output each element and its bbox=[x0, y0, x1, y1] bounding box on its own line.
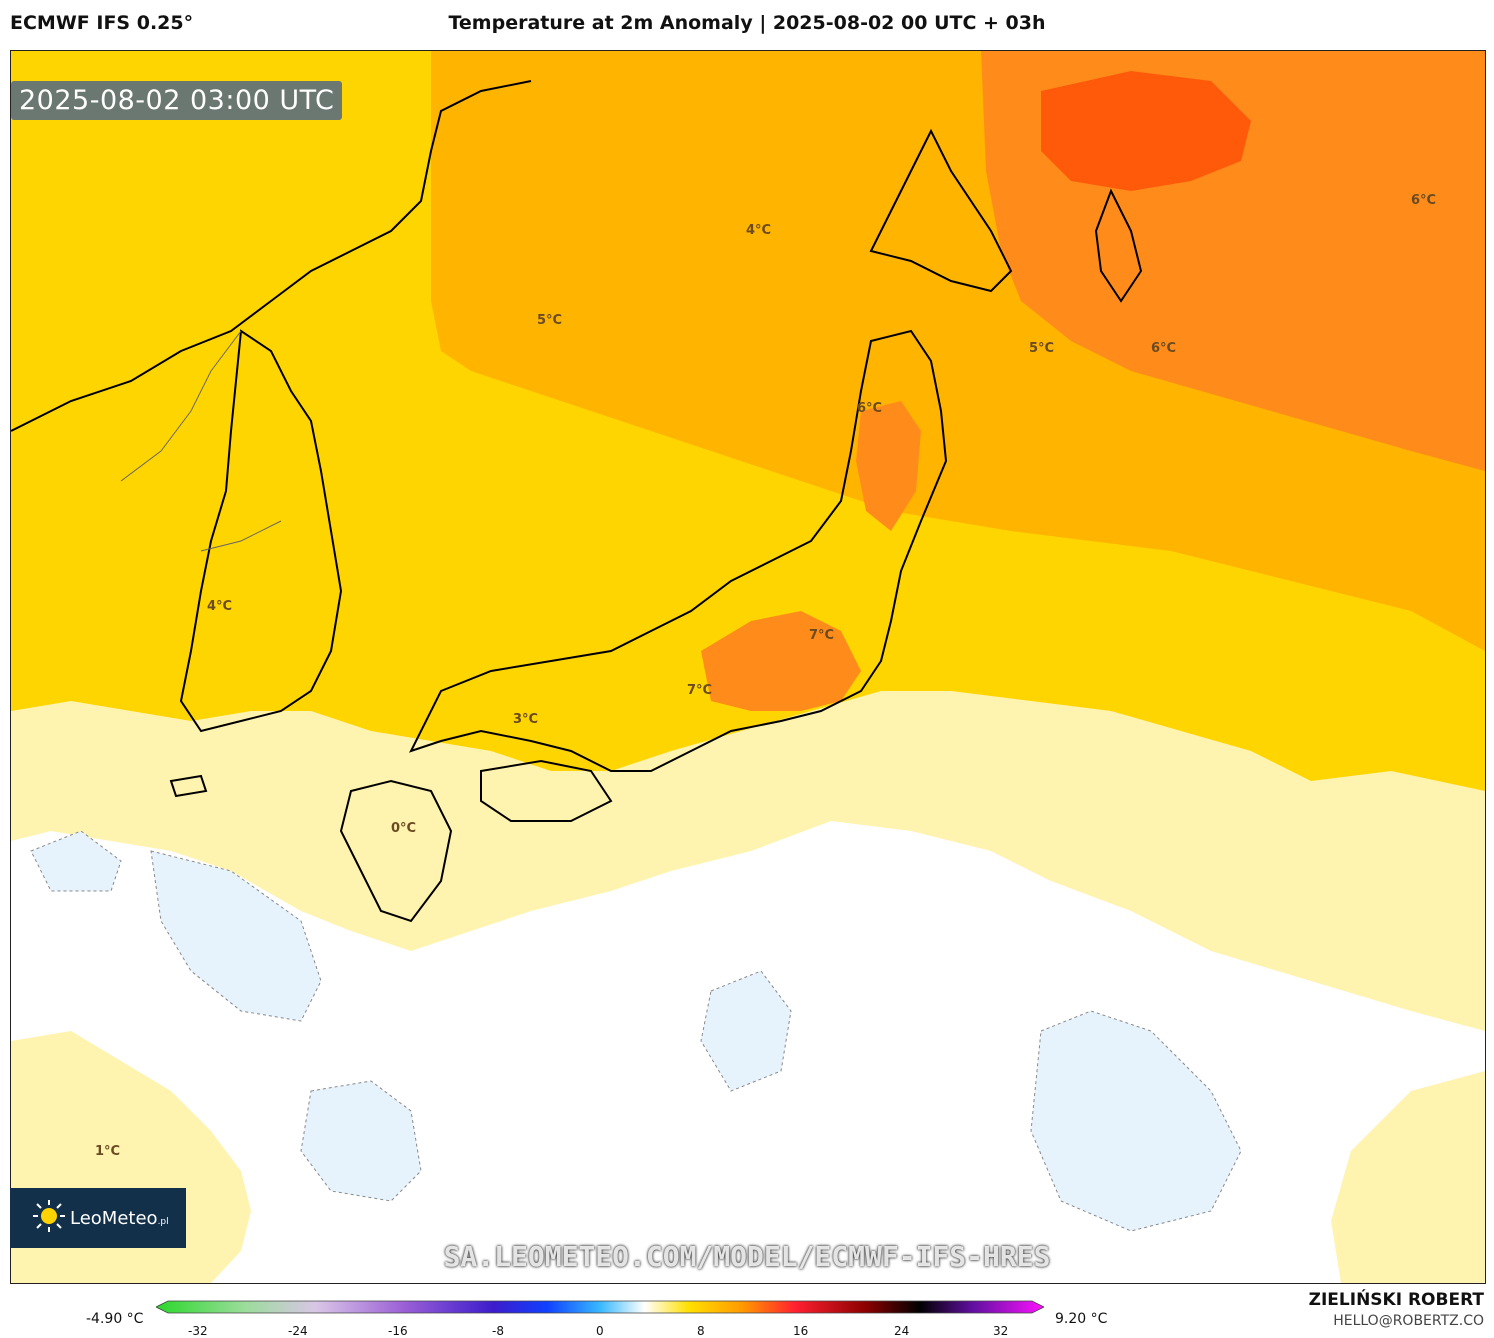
anomaly-label: 4°C bbox=[207, 599, 233, 614]
model-name: ECMWF IFS 0.25° bbox=[10, 12, 194, 34]
borders bbox=[120, 330, 282, 552]
author-email[interactable]: HELLO@ROBERTZ.CO bbox=[1333, 1313, 1484, 1329]
anomaly-field bbox=[11, 51, 1485, 1283]
anomaly-label: 4°C bbox=[746, 223, 772, 238]
anomaly-label: 6°C bbox=[857, 401, 883, 416]
coast-shikoku bbox=[480, 759, 613, 822]
zone-cool-3 bbox=[300, 1080, 422, 1202]
anomaly-label: 7°C bbox=[687, 683, 713, 698]
colorbar-tick: 32 bbox=[993, 1324, 1009, 1338]
anomaly-label: 6°C bbox=[1411, 193, 1437, 208]
source-watermark: SA.LEOMETEO.COM/MODEL/ECMWF-IFS-HRES bbox=[443, 1240, 1051, 1273]
colorbar-tick: -32 bbox=[188, 1324, 208, 1338]
coast-honshu bbox=[409, 329, 948, 772]
author-name: ZIELIŃSKI ROBERT bbox=[1308, 1290, 1484, 1310]
colorbar-tick: 24 bbox=[894, 1324, 910, 1338]
anomaly-label: 5°C bbox=[537, 313, 563, 328]
coastlines bbox=[11, 80, 1143, 923]
colorbar bbox=[156, 1300, 1044, 1314]
sun-icon bbox=[32, 1199, 66, 1238]
colorbar-max-label: 9.20 °C bbox=[1055, 1311, 1108, 1327]
coast-mainland bbox=[11, 80, 532, 432]
zone-warm-1-se bbox=[1331, 1071, 1485, 1283]
colorbar-min-label: -4.90 °C bbox=[86, 1311, 144, 1327]
coast-sakhalin bbox=[1094, 188, 1143, 303]
anomaly-label: 1°C bbox=[95, 1144, 121, 1159]
border-dmz bbox=[200, 520, 282, 552]
colorbar-tick: 8 bbox=[697, 1324, 705, 1338]
anomaly-label: 7°C bbox=[809, 628, 835, 643]
logo-text: LeoMeteo bbox=[70, 1207, 158, 1229]
border-korea-china bbox=[120, 330, 242, 482]
map-panel: 2025-08-02 03:00 UTC 6°C 4°C 5°C 5°C 6°C… bbox=[10, 50, 1486, 1284]
zone-cool-4 bbox=[700, 970, 792, 1092]
colorbar-tick: -24 bbox=[288, 1324, 308, 1338]
valid-time-badge: 2025-08-02 03:00 UTC bbox=[11, 81, 343, 120]
zone-cool-2 bbox=[1030, 1010, 1242, 1232]
logo-suffix: .pl bbox=[157, 1217, 169, 1227]
coast-kyushu bbox=[339, 779, 453, 923]
zone-cool-1 bbox=[150, 850, 322, 1022]
leometeo-logo[interactable]: LeoMeteo .pl bbox=[10, 1188, 186, 1248]
colorbar-tick: 16 bbox=[793, 1324, 809, 1338]
colorbar-tick: -8 bbox=[492, 1324, 504, 1338]
colorbar-tick: -16 bbox=[388, 1324, 408, 1338]
coast-hokkaido bbox=[869, 128, 1013, 293]
anomaly-label: 3°C bbox=[513, 712, 539, 727]
anomaly-label: 5°C bbox=[1029, 341, 1055, 356]
anomaly-label: 6°C bbox=[1151, 341, 1177, 356]
map-title: Temperature at 2m Anomaly | 2025-08-02 0… bbox=[448, 12, 1046, 34]
colorbar-tick: 0 bbox=[596, 1324, 604, 1338]
coast-jeju bbox=[169, 774, 208, 798]
zone-cool-5 bbox=[30, 830, 122, 892]
zone-warm-4-japan bbox=[701, 611, 861, 711]
anomaly-label: 0°C bbox=[391, 821, 417, 836]
zone-warm-4-tohoku bbox=[856, 401, 921, 531]
zone-warm-5 bbox=[1041, 71, 1251, 191]
coast-korea bbox=[179, 329, 343, 733]
